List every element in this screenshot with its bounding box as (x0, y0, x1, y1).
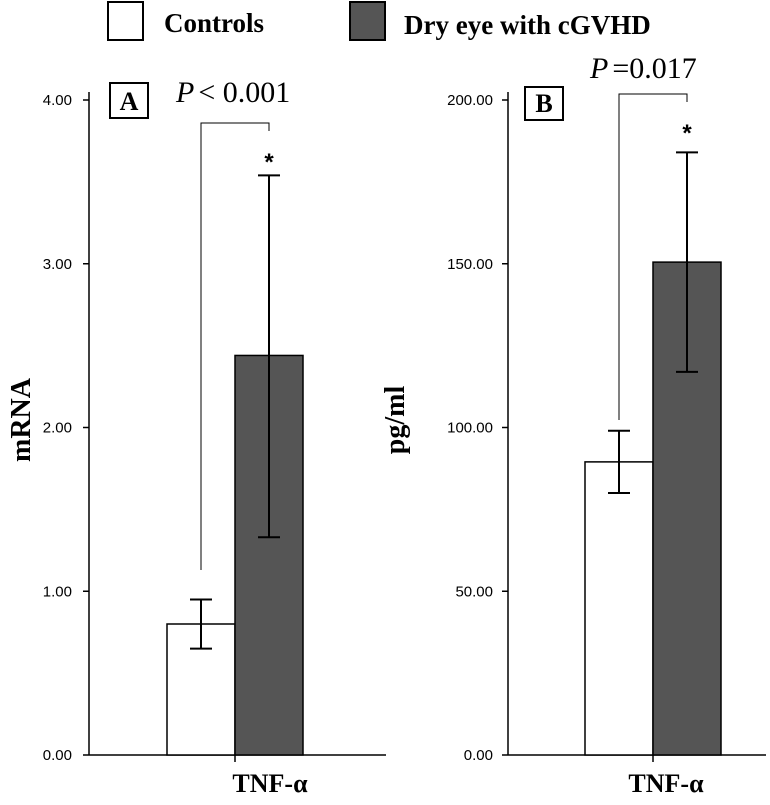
significance-star-a: * (264, 149, 274, 176)
y-tick-label-a: 1.00 (43, 583, 72, 600)
panel-label-b: B (535, 89, 552, 118)
significance-bracket-b (618, 93, 688, 420)
y-tick-label-a: 0.00 (43, 747, 72, 764)
legend: Controls Dry eye with cGVHD (107, 1, 651, 41)
legend-label-controls: Controls (164, 8, 264, 38)
legend-swatch-dry-eye (349, 1, 386, 41)
y-tick-label-b: 100.00 (447, 420, 493, 437)
p-rest-b: =0.017 (612, 52, 696, 85)
significance-bracket-a (200, 122, 270, 570)
p-value-b: P =0.017 (589, 52, 697, 85)
panel-b: 0.00 50.00 100.00 150.00 200.00 pg/ml TNF-α P =0… (380, 52, 766, 798)
x-tick-label-a: TNF-α (232, 769, 308, 798)
legend-swatch-controls (107, 1, 144, 41)
significance-star-b: * (682, 120, 692, 147)
y-tick-label-b: 150.00 (447, 256, 493, 273)
y-tick-label-b: 50.00 (455, 583, 493, 600)
y-tick-label-a: 4.00 (43, 92, 72, 109)
y-tick-label-b: 200.00 (447, 92, 493, 109)
p-rest-a: < 0.001 (198, 76, 290, 109)
bar-b-controls (584, 461, 654, 756)
panel-label-a: A (120, 87, 139, 116)
panel-a: 0.00 1.00 2.00 3.00 4.00 mRNA TNF-α P < 0.001 * A (6, 76, 386, 798)
legend-label-dry-eye: Dry eye with cGVHD (404, 10, 651, 40)
panel-label-box-b (524, 86, 564, 121)
p-symbol-a: P (175, 76, 194, 109)
y-axis-label-b: pg/ml (380, 386, 411, 455)
x-tick-label-b: TNF-α (628, 769, 704, 798)
p-symbol-b: P (589, 52, 608, 85)
y-axis-label-a: mRNA (6, 377, 37, 462)
p-value-a: P < 0.001 (175, 76, 290, 109)
y-tick-label-b: 0.00 (464, 747, 493, 764)
y-tick-label-a: 2.00 (43, 420, 72, 437)
panel-label-box-a (109, 82, 149, 119)
y-tick-label-a: 3.00 (43, 256, 72, 273)
